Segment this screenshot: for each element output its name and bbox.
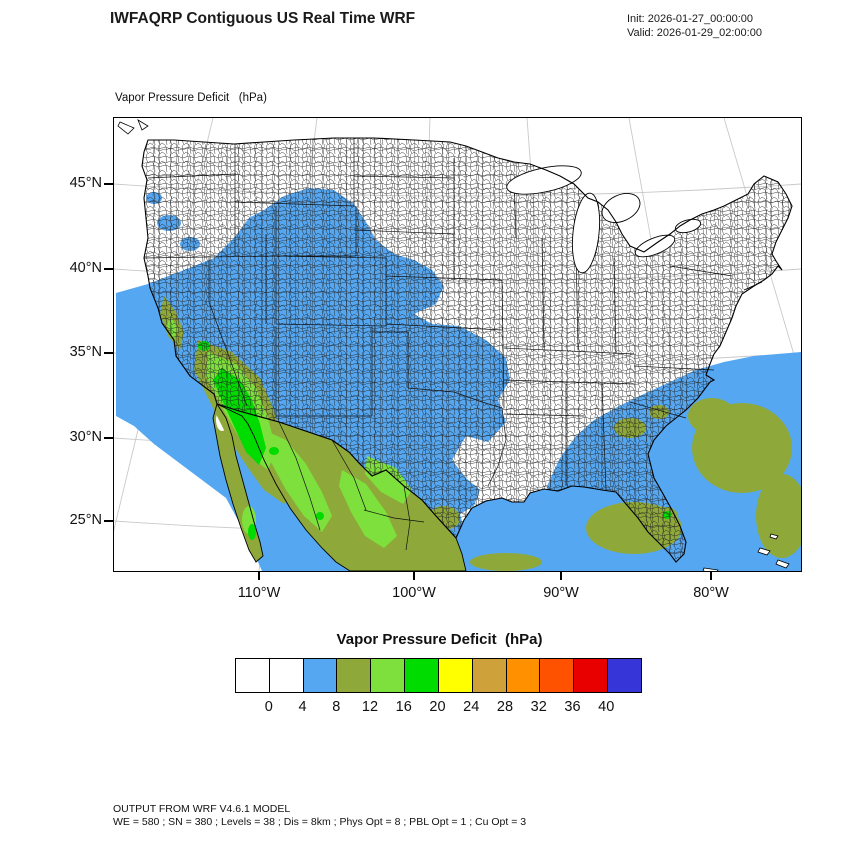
lon-tick [710,571,712,580]
colorbar-tick-label: 28 [496,699,514,715]
field-label: Vapor Pressure Deficit (hPa) [115,92,267,104]
colorbar-cell [438,659,473,692]
colorbar-cell [506,659,541,692]
colorbar-tick-label: 20 [429,699,446,715]
lake-michigan [571,192,601,274]
field-lightgreen-sonora [260,430,332,532]
colorbar-cell [574,659,609,692]
colorbar-cell [540,659,575,692]
lat-tick [104,520,113,522]
lat-tick [104,437,113,439]
colorbar-tick-labels: 0 4 8 12 16 20 24 28 32 36 40 [235,699,640,717]
colorbar-cell [472,659,507,692]
lon-tick [258,571,260,580]
long-island [743,281,763,291]
lat-tick [104,268,113,270]
lon-tick-label: 110°W [237,585,281,601]
colorbar-cells [235,658,642,693]
colorbar-tick-label: 8 [332,699,341,715]
islands-and-details [117,119,790,571]
init-time-label: Init: 2026-01-27_00:00:00 [627,13,753,25]
lat-tick [104,183,113,185]
conus-vpd-map [114,118,801,571]
colorbar-title: Vapor Pressure Deficit (hPa) [336,631,543,648]
lon-tick-label: 80°W [693,585,729,601]
footer-config-line: WE = 580 ; SN = 380 ; Levels = 38 ; Dis … [113,816,527,828]
map-frame: 45°N 40°N 35°N 30°N 25°N 110°W 100°W 90°W 80°W [70,117,802,601]
footer-note: OUTPUT FROM WRF V4.6.1 MODEL WE = 580 ; … [113,803,526,829]
colorbar-tick-label: 24 [463,699,480,715]
colorbar-tick-label: 36 [564,699,581,715]
colorbar-cell [236,659,270,692]
lon-tick-label: 90°W [543,585,579,601]
colorbar-cell [337,659,372,692]
page-title: IWFAQRP Contiguous US Real Time WRF [110,10,416,27]
colorbar-tick-label: 12 [361,699,379,715]
colorbar-tick-label: 16 [395,699,412,715]
colorbar-tick-label: 4 [298,699,307,715]
great-lakes [506,165,702,274]
run-times: Init: 2026-01-27_00:00:00 Valid: 2026-01… [627,12,762,40]
field-olive-ocean-right [756,474,801,558]
lon-tick-label: 100°W [392,585,436,601]
footer-model-line: OUTPUT FROM WRF V4.6.1 MODEL [113,803,291,815]
colorbar-tick-label: 0 [264,699,273,715]
lat-tick-label: 25°N [69,512,102,528]
field-lightgreen-chihuahua [339,470,397,548]
lat-tick-label: 30°N [69,429,102,445]
colorbar-cell [371,659,406,692]
colorbar-cell [405,659,439,692]
lat-tick [104,352,113,354]
mexico-state-borders [278,421,425,551]
state-borders [143,138,733,491]
colorbar-cell [269,659,304,692]
colorbar-cell [303,659,338,692]
lat-tick-label: 40°N [69,260,102,276]
valid-time-label: Valid: 2026-01-29_02:00:00 [627,27,762,39]
colorbar-cell [608,659,641,692]
lon-tick [413,571,415,580]
lat-tick-label: 45°N [69,175,102,191]
vancouver-island [117,119,149,135]
lon-tick [560,571,562,580]
colorbar-tick-label: 40 [598,699,615,715]
colorbar-tick-label: 32 [530,699,547,715]
lat-tick-label: 35°N [69,344,102,360]
bahamas-islands [702,533,790,571]
